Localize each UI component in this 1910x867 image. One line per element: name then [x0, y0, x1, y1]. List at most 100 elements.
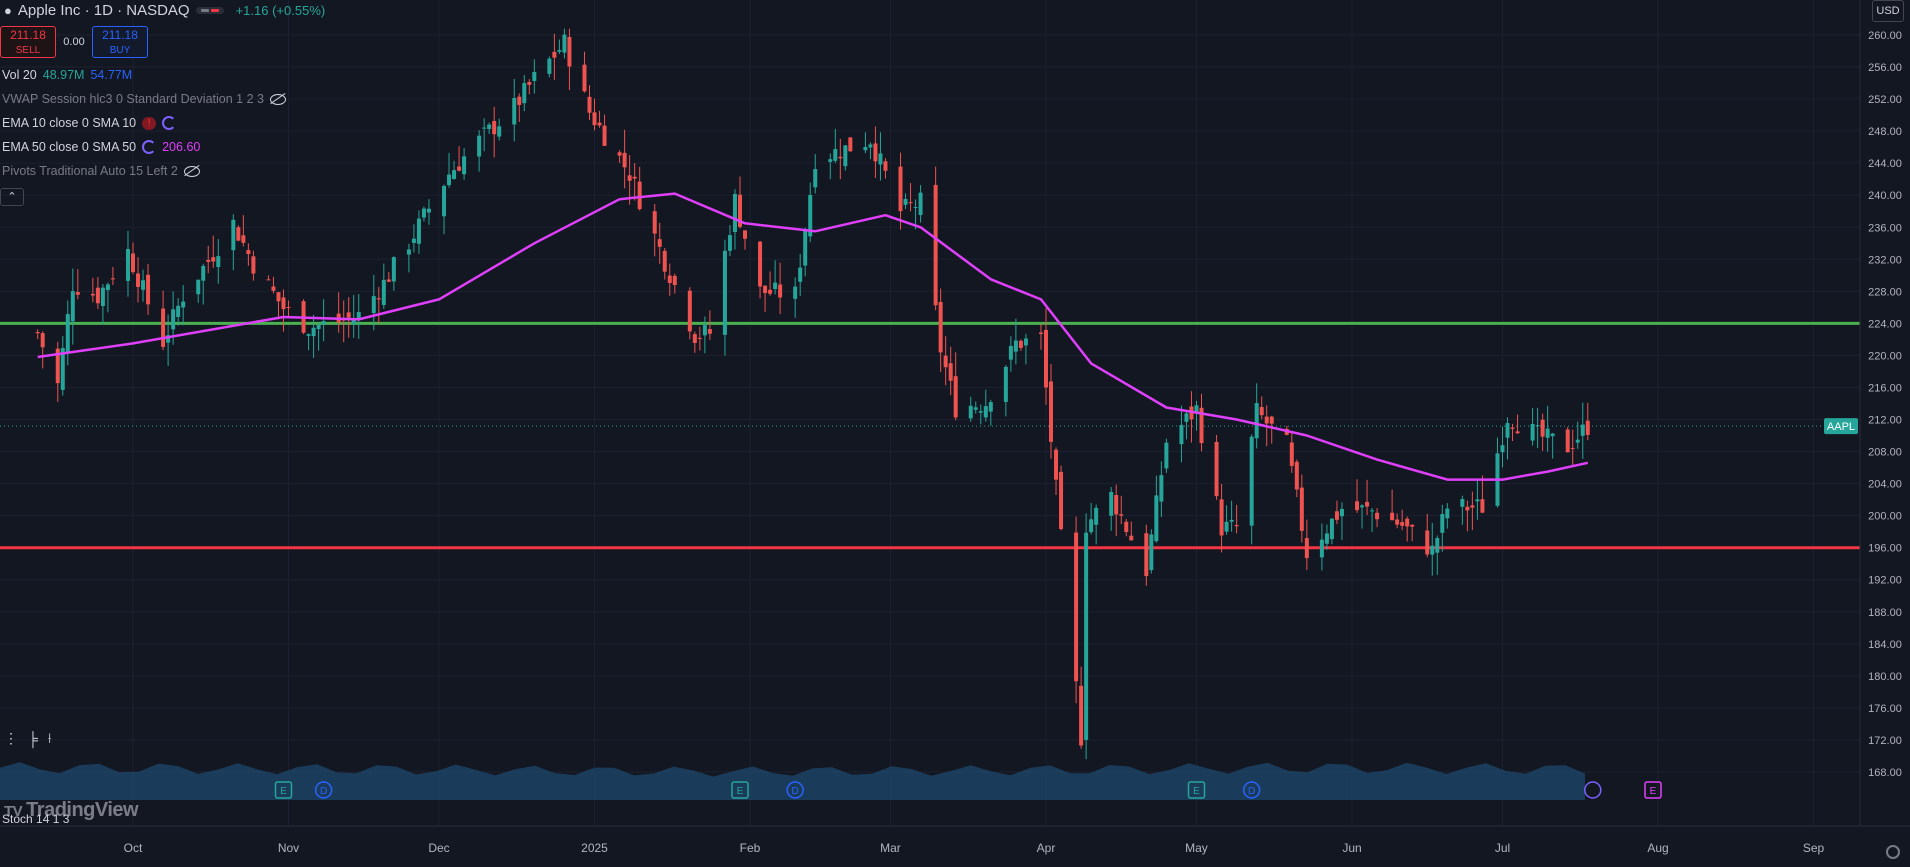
- candle-body: [346, 312, 351, 318]
- candle-body: [266, 279, 271, 281]
- candle-body: [1334, 511, 1339, 520]
- symbol-title[interactable]: Apple Inc · 1D · NASDAQ: [17, 1, 190, 19]
- event-marker-letter: D: [1248, 786, 1255, 797]
- market-status-icon[interactable]: [195, 6, 224, 14]
- time-tick-label: Aug: [1647, 841, 1668, 855]
- candle-body: [351, 318, 356, 325]
- candle-body: [547, 58, 552, 74]
- time-tick-label: Oct: [124, 841, 143, 855]
- candle-body: [166, 335, 171, 343]
- candle-body: [863, 146, 868, 151]
- earnings-marker: [1644, 781, 1662, 799]
- indicator-ema10[interactable]: EMA 10 close 0 SMA 10 !: [2, 116, 177, 130]
- candle-body: [943, 355, 948, 368]
- candle-body: [452, 170, 457, 179]
- candle-body: [843, 145, 848, 167]
- candle-body: [873, 143, 878, 162]
- candle-body: [100, 287, 105, 307]
- candle-body: [697, 337, 702, 339]
- price-axis: 260.00 256.00 252.00 248.00 244.00 240.00 236.…: [1859, 0, 1910, 867]
- price-tick-label: 240.00: [1868, 190, 1902, 202]
- event-marker-letter: D: [320, 786, 327, 797]
- indicator-volume[interactable]: Vol 20 48.97M 54.77M: [2, 68, 132, 82]
- candle-body: [1179, 424, 1184, 445]
- indicator-pivots[interactable]: Pivots Traditional Auto 15 Left 2: [2, 164, 200, 178]
- time-tick-label: Jul: [1495, 841, 1510, 855]
- candle-body: [1575, 439, 1580, 443]
- candle-body: [246, 250, 251, 255]
- candle-body: [868, 144, 873, 148]
- event-marker-letter: E: [737, 786, 744, 797]
- candle-body: [1395, 519, 1400, 525]
- buy-button[interactable]: 211.18 BUY: [92, 26, 148, 58]
- candle-body: [567, 36, 572, 67]
- candle-body: [597, 122, 602, 126]
- time-tick-label: Mar: [880, 841, 901, 855]
- candle-body: [672, 275, 677, 286]
- candle-body: [201, 265, 206, 281]
- candle-body: [1410, 524, 1415, 527]
- candle-body: [517, 96, 522, 105]
- sell-button[interactable]: 211.18 SELL: [0, 26, 56, 58]
- stoch-indicator-label[interactable]: Stoch 14 1 3: [2, 812, 70, 826]
- indicator-ema50[interactable]: EMA 50 close 0 SMA 50 206.60: [2, 140, 200, 154]
- candle-body: [1435, 537, 1440, 553]
- price-tick-label: 232.00: [1868, 254, 1902, 266]
- candle-body: [1129, 535, 1134, 541]
- candle-body: [1475, 499, 1480, 502]
- candle-body: [1440, 514, 1445, 533]
- ruler-icon[interactable]: ⋮: [4, 730, 18, 746]
- candle-body: [1430, 545, 1435, 555]
- time-tick-label: 2025: [581, 841, 608, 855]
- candle-body: [105, 284, 110, 291]
- candle-body: [125, 249, 130, 281]
- settings-gear-icon[interactable]: [1886, 845, 1900, 859]
- spread-value: 0.00: [63, 36, 85, 48]
- candle-body: [1425, 530, 1430, 555]
- ema10-label: EMA 10 close 0 SMA 10: [2, 116, 137, 130]
- measure-icon[interactable]: ⟊: [47, 730, 52, 746]
- price-tick-label: 228.00: [1868, 286, 1902, 298]
- candle-body: [1184, 413, 1189, 422]
- candle-body: [95, 287, 100, 304]
- price-tick-label: 184.00: [1868, 639, 1902, 651]
- candle-body: [311, 327, 316, 337]
- candle-body: [1530, 423, 1535, 441]
- candle-body: [557, 50, 562, 52]
- symbol-tag-bg: [1824, 418, 1858, 435]
- candle-body: [587, 96, 592, 113]
- candle-body: [141, 280, 146, 290]
- dividend-marker: [314, 781, 333, 799]
- candle-body: [833, 149, 838, 161]
- price-range-icon[interactable]: ╞: [28, 730, 38, 747]
- loading-icon: [142, 140, 157, 154]
- candle-body: [457, 166, 462, 171]
- price-tick-label: 188.00: [1868, 607, 1902, 619]
- candle-body: [1264, 416, 1269, 424]
- collapse-indicators-button[interactable]: ⌃: [0, 188, 24, 206]
- indicator-vwap[interactable]: VWAP Session hlc3 0 Standard Deviation 1…: [2, 92, 286, 106]
- candle-body: [1219, 499, 1224, 536]
- hidden-eye-icon[interactable]: [183, 165, 200, 177]
- candle-body: [196, 279, 201, 295]
- event-marker-letter: E: [1650, 786, 1657, 797]
- price-tick-label: 204.00: [1868, 479, 1902, 491]
- candle-body: [1269, 416, 1274, 424]
- candle-body: [391, 257, 396, 282]
- candle-body: [657, 239, 662, 247]
- hidden-eye-icon[interactable]: [269, 93, 286, 105]
- time-tick-label: May: [1185, 841, 1208, 855]
- candle-body: [803, 229, 808, 266]
- ema50-line: [37, 192, 1589, 481]
- candle-body: [973, 407, 978, 410]
- buy-label: BUY: [109, 45, 131, 56]
- candle-body: [652, 211, 657, 234]
- candle-body: [411, 238, 416, 243]
- candle-body: [512, 98, 517, 125]
- time-tick-label: Feb: [740, 841, 761, 855]
- currency-selector[interactable]: USD: [1872, 0, 1904, 22]
- chart-grid: [0, 0, 1860, 825]
- error-icon[interactable]: !: [142, 116, 157, 130]
- price-tick-label: 212.00: [1868, 415, 1902, 427]
